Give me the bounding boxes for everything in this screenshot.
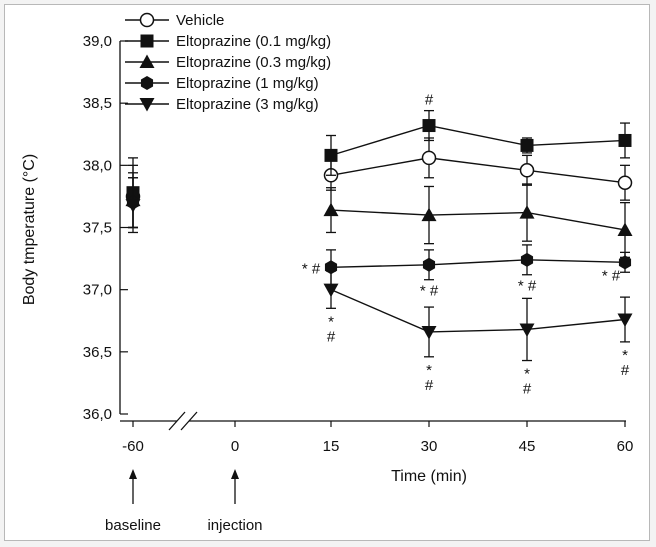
y-tick-label: 36,5 bbox=[83, 344, 112, 361]
x-tick-label: 15 bbox=[323, 438, 340, 455]
line-chart: 36,0 36,5 37,0 37,5 38,0 38,5 39,0 Body tmperat… bbox=[21, 12, 634, 534]
annotation-baseline: baseline bbox=[105, 469, 161, 534]
series-line bbox=[330, 124, 626, 157]
x-tick-label: 45 bbox=[519, 438, 536, 455]
significance-mark: * bbox=[426, 362, 432, 379]
significance-mark: # bbox=[425, 92, 434, 109]
significance-mark: # bbox=[327, 328, 336, 345]
significance-mark: # bbox=[425, 377, 434, 394]
significance-mark: * # bbox=[302, 260, 321, 277]
arrow-head bbox=[231, 469, 239, 479]
legend-label: Eltoprazine (1 mg/kg) bbox=[176, 75, 319, 92]
series-3 bbox=[126, 177, 632, 286]
data-point bbox=[422, 119, 436, 133]
significance-mark: * # bbox=[420, 283, 439, 300]
series-line bbox=[330, 157, 626, 184]
annotation-label: baseline bbox=[105, 517, 161, 534]
x-tick-label: 30 bbox=[421, 438, 438, 455]
data-point bbox=[618, 133, 632, 147]
data-point bbox=[617, 313, 633, 328]
data-point bbox=[421, 325, 437, 340]
series-1 bbox=[126, 109, 632, 229]
series-line bbox=[330, 289, 626, 333]
significance-mark: # bbox=[621, 362, 630, 379]
legend-label: Eltoprazine (0.1 mg/kg) bbox=[176, 33, 331, 50]
data-point bbox=[519, 323, 535, 337]
legend-item: Eltoprazine (0.3 mg/kg) bbox=[125, 54, 331, 71]
y-tick-label: 38,0 bbox=[83, 157, 112, 174]
arrow-head bbox=[129, 469, 137, 479]
data-point bbox=[520, 252, 534, 267]
series-0 bbox=[125, 137, 633, 229]
legend-label: Eltoprazine (3 mg/kg) bbox=[176, 96, 319, 113]
data-point bbox=[421, 207, 437, 222]
x-tick-label: 0 bbox=[231, 438, 239, 455]
annotation-injection: injection bbox=[207, 469, 263, 534]
significance-mark: * bbox=[524, 366, 530, 383]
legend-marker bbox=[140, 76, 154, 90]
y-tick-label: 36,0 bbox=[83, 406, 112, 423]
y-axis-label: Body tmperature (°C) bbox=[21, 154, 38, 305]
axis-break-mark bbox=[180, 411, 198, 431]
data-point bbox=[422, 257, 436, 272]
x-tick-label: -60 bbox=[122, 438, 144, 455]
significance-mark: * # bbox=[518, 278, 537, 295]
x-axis-label: Time (min) bbox=[391, 468, 467, 485]
data-point bbox=[519, 163, 535, 178]
significance-mark: # bbox=[523, 381, 532, 398]
y-tick-label: 37,0 bbox=[83, 282, 112, 299]
legend-item: Eltoprazine (3 mg/kg) bbox=[125, 96, 319, 113]
legend-marker bbox=[140, 34, 154, 48]
data-point bbox=[617, 222, 633, 236]
legend-item: Eltoprazine (0.1 mg/kg) bbox=[125, 33, 331, 50]
data-point bbox=[324, 148, 338, 162]
y-tick-label: 37,5 bbox=[83, 220, 112, 237]
annotation-label: injection bbox=[207, 517, 262, 534]
legend-marker bbox=[139, 54, 155, 68]
data-point bbox=[618, 255, 632, 270]
series-line bbox=[330, 209, 626, 231]
y-tick-label: 38,5 bbox=[83, 95, 112, 112]
series-4 bbox=[125, 177, 633, 362]
data-point bbox=[617, 175, 633, 190]
significance-mark: * # bbox=[602, 267, 621, 284]
series-2 bbox=[125, 172, 633, 258]
x-tick-label: 60 bbox=[617, 438, 634, 455]
legend-marker bbox=[139, 98, 155, 112]
series-line bbox=[330, 259, 626, 268]
axis-break-mark bbox=[168, 411, 186, 431]
y-tick-label: 39,0 bbox=[83, 33, 112, 50]
significance-mark: * bbox=[328, 313, 334, 330]
legend-marker bbox=[139, 12, 155, 28]
data-point bbox=[323, 202, 339, 217]
data-point bbox=[520, 138, 534, 152]
data-point bbox=[519, 205, 535, 219]
data-point bbox=[323, 283, 339, 298]
significance-mark: * bbox=[622, 347, 628, 364]
legend-item: Eltoprazine (1 mg/kg) bbox=[125, 75, 319, 92]
baseline-point bbox=[125, 199, 141, 213]
legend-label: Vehicle bbox=[176, 12, 224, 29]
chart-frame: 36,0 36,5 37,0 37,5 38,0 38,5 39,0 Body tmperat… bbox=[4, 4, 650, 541]
legend-item: Vehicle bbox=[125, 12, 224, 29]
legend-label: Eltoprazine (0.3 mg/kg) bbox=[176, 54, 331, 71]
data-point bbox=[421, 150, 437, 166]
